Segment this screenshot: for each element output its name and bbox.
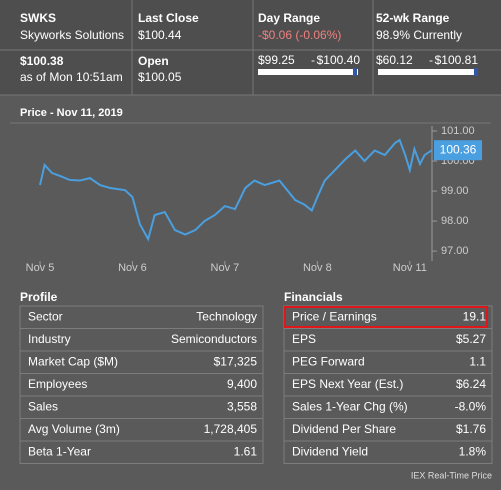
row-label: Industry: [28, 332, 71, 346]
chart-title: Price - Nov 11, 2019: [20, 107, 123, 119]
header-subtitle: -$0.06 (-0.06%): [258, 28, 341, 42]
y-tick-label: 101.00: [441, 125, 475, 137]
row-value: Semiconductors: [171, 332, 257, 346]
row-value: 1.61: [234, 445, 258, 459]
day-range-marker: [353, 68, 357, 76]
x-tick-label: Nov 8: [303, 262, 332, 274]
last-price-label: 100.36: [440, 142, 477, 156]
row-label: Price / Earnings: [292, 310, 377, 324]
header-title: Day Range: [258, 11, 320, 25]
row-value: $5.27: [456, 332, 486, 346]
row-label: Sector: [28, 310, 63, 324]
range-separator: -: [311, 53, 315, 67]
header-value: Open: [138, 54, 169, 68]
header-band: [0, 0, 501, 95]
table-title: Profile: [20, 290, 58, 304]
range-separator: -: [429, 53, 433, 67]
row-label: Sales: [28, 400, 58, 414]
table-row: [283, 440, 493, 464]
x-tick-label: Nov 6: [118, 262, 147, 274]
row-label: Market Cap ($M): [28, 355, 118, 369]
header-note: $100.05: [138, 70, 182, 84]
y-tick-label: 98.00: [441, 215, 469, 227]
row-value: 1.8%: [459, 445, 487, 459]
header-lines: [0, 0, 501, 124]
row-value: 9,400: [227, 377, 257, 391]
last-price-box: [434, 140, 482, 161]
x-tick-label: Nov 7: [211, 262, 240, 274]
table-row: [19, 440, 264, 464]
row-label: Beta 1-Year: [28, 445, 91, 459]
row-value: 19.1: [463, 310, 487, 324]
price-line: [39, 138, 433, 242]
row-label: Dividend Yield: [292, 445, 368, 459]
row-label: PEG Forward: [292, 355, 365, 369]
row-label: EPS Next Year (Est.): [292, 377, 403, 391]
row-value: Technology: [196, 310, 257, 324]
range-low: $99.25: [258, 53, 295, 67]
x-tick-label: Nov 5: [26, 262, 55, 274]
row-value: -8.0%: [455, 400, 487, 414]
x-tick-label: Nov 11: [393, 262, 427, 274]
header-subtitle: Skyworks Solutions: [20, 28, 124, 42]
row-label: Avg Volume (3m): [28, 422, 120, 436]
row-value: 1.1: [469, 355, 486, 369]
table-title: Financials: [284, 290, 343, 304]
year-range-bar: [378, 69, 478, 75]
day-range-bar: [258, 69, 358, 75]
row-label: EPS: [292, 332, 316, 346]
year-range-marker: [474, 68, 478, 76]
row-value: $1.76: [456, 422, 486, 436]
header-subtitle: 98.9% Currently: [376, 28, 462, 42]
highlight-box: [284, 306, 488, 328]
header-title: Last Close: [138, 11, 199, 25]
range-high: $100.81: [435, 53, 479, 67]
row-value: 1,728,405: [204, 422, 258, 436]
row-label: Sales 1-Year Chg (%): [292, 400, 408, 414]
row-value: 3,558: [227, 400, 257, 414]
range-high: $100.40: [317, 53, 361, 67]
footer: IEX Real-Time Price: [411, 470, 492, 480]
row-label: Employees: [28, 377, 87, 391]
range-low: $60.12: [376, 53, 413, 67]
header-subtitle: $100.44: [138, 28, 182, 42]
row-label: Dividend Per Share: [292, 422, 396, 436]
row-value: $17,325: [214, 355, 258, 369]
header-value: $100.38: [20, 54, 64, 68]
row-value: $6.24: [456, 377, 486, 391]
y-tick-label: 97.00: [441, 245, 469, 257]
header-note: as of Mon 10:51am: [20, 70, 123, 84]
header-title: 52-wk Range: [376, 11, 450, 25]
header-title: SWKS: [20, 11, 56, 25]
y-tick-label: 99.00: [441, 185, 469, 197]
